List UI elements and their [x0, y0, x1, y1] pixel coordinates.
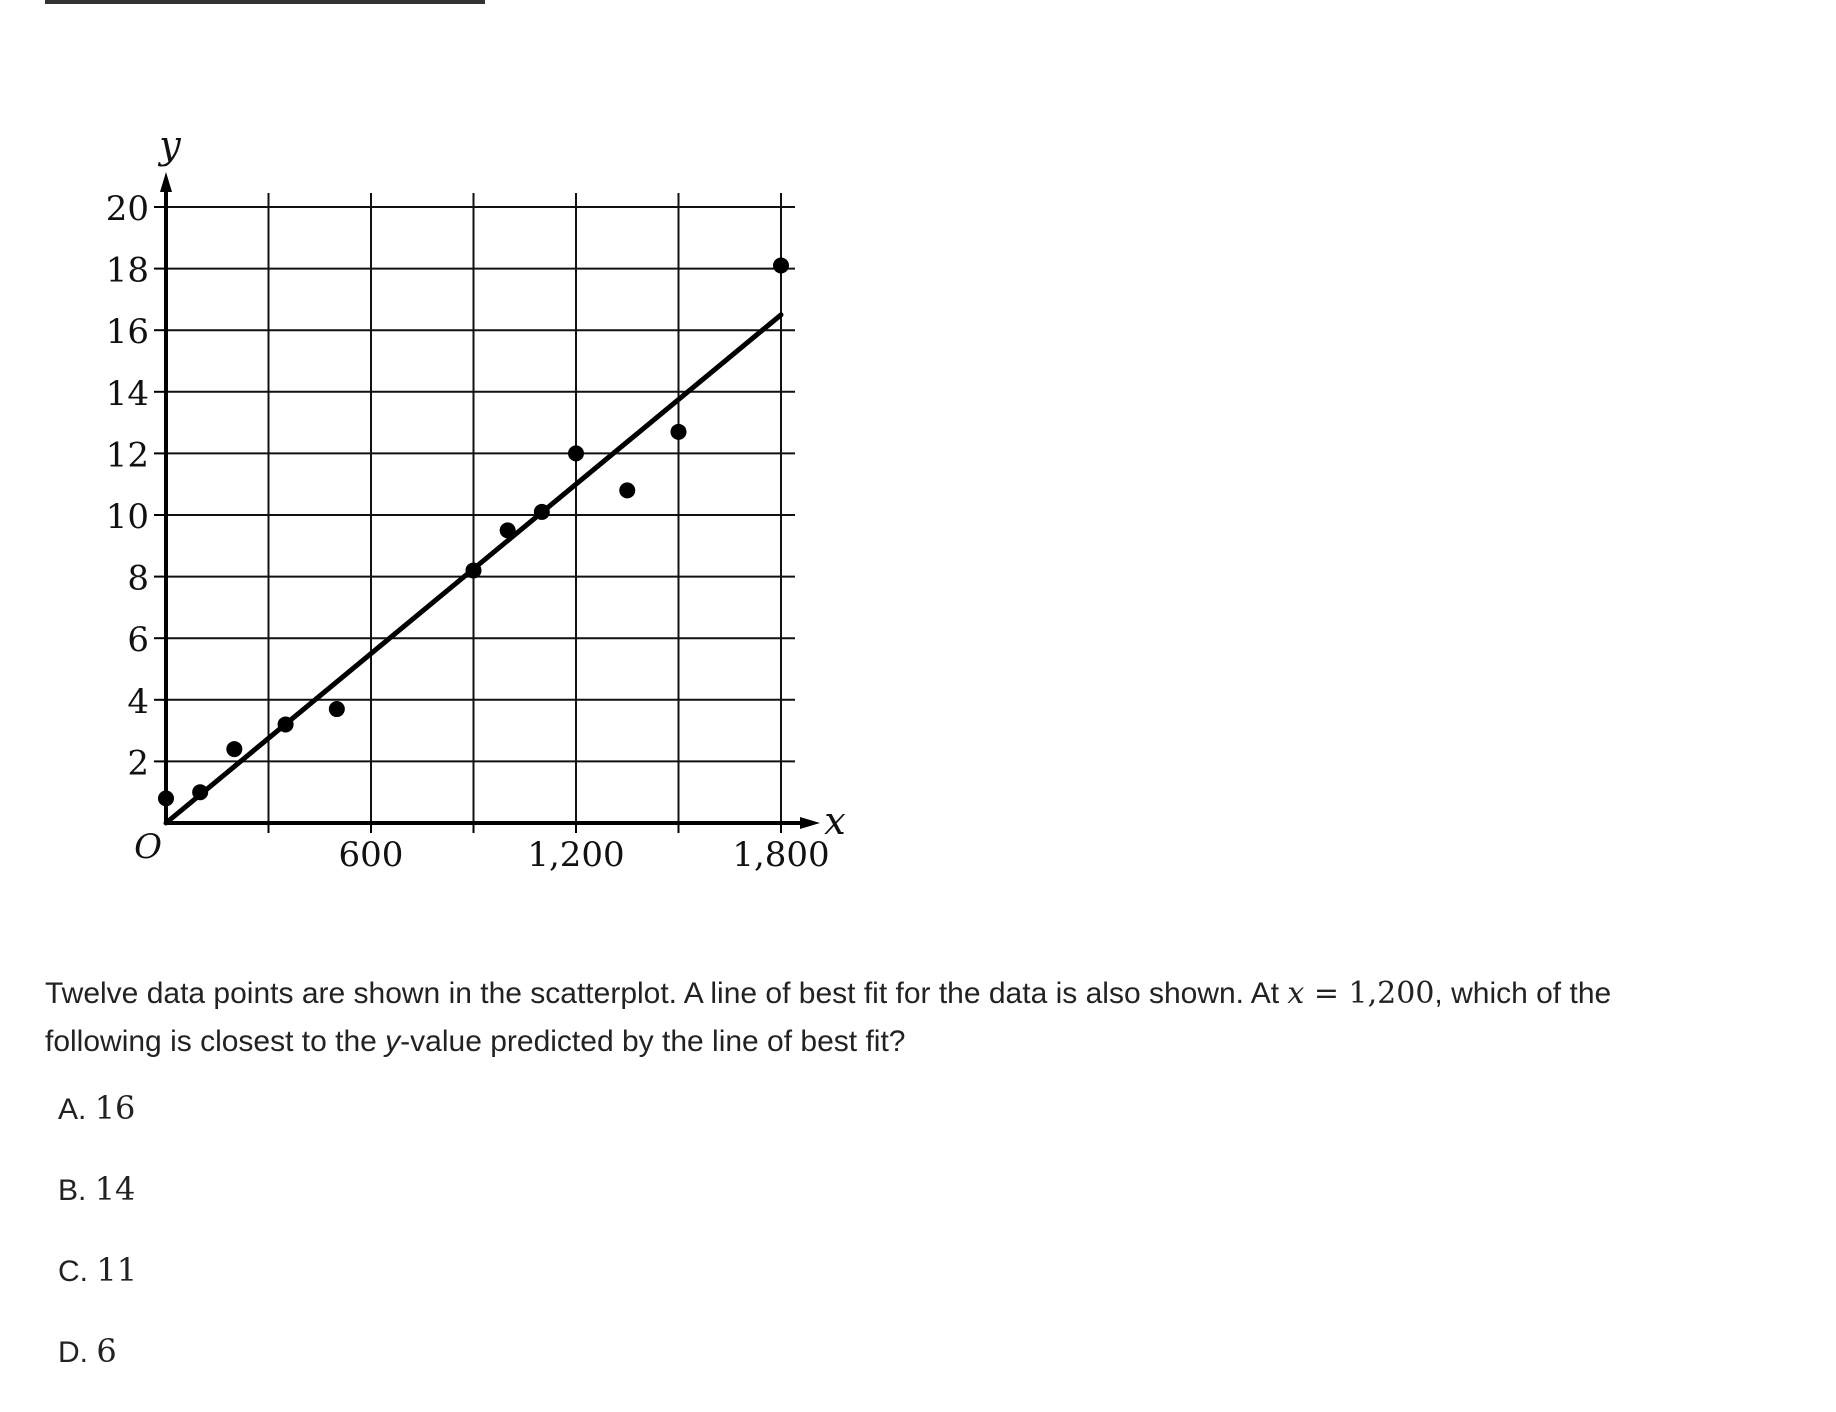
y-tick-label: 8 — [127, 559, 149, 599]
data-point — [328, 701, 345, 718]
choice-value: 11 — [96, 1251, 138, 1289]
data-point — [192, 784, 209, 801]
x-tick-label: 1,800 — [732, 835, 829, 875]
y-tick-label: 10 — [106, 497, 149, 537]
axis-labels: 2 4 6 8 10 12 14 16 18 20 600 1,200 1,800 Oy x — [106, 123, 846, 875]
data-point — [670, 423, 687, 440]
choice-letter: C. — [58, 1255, 97, 1288]
origin-label: O — [134, 827, 162, 867]
y-axis-arrow — [160, 172, 172, 192]
axis-ticks — [154, 206, 782, 833]
scatterplot-chart: 2 4 6 8 10 12 14 16 18 20 600 1,200 1,800 Oy x — [106, 123, 846, 875]
data-point — [465, 562, 482, 579]
data-point — [533, 503, 550, 520]
choice-value: 14 — [94, 1170, 136, 1208]
choice-value: 16 — [94, 1089, 136, 1127]
choice-c[interactable]: C. 11 — [58, 1250, 137, 1331]
y-tick-label: 20 — [106, 189, 149, 229]
data-point — [568, 445, 584, 462]
question-equals: = — [1304, 976, 1349, 1011]
question-part1: Twelve data points are shown in the scat… — [45, 977, 1288, 1010]
x-axis-label: x — [824, 799, 845, 843]
question-var-x: x — [1287, 976, 1305, 1011]
choice-letter: B. — [58, 1174, 95, 1207]
choice-b[interactable]: B. 14 — [58, 1169, 137, 1250]
y-tick-label: 18 — [106, 251, 149, 291]
y-tick-label: 14 — [106, 374, 149, 414]
question-var-y: y — [385, 1025, 401, 1058]
data-point — [773, 257, 789, 274]
question-x-value: 1,200 — [1348, 976, 1435, 1011]
data-point — [619, 482, 636, 499]
y-tick-label: 16 — [106, 312, 149, 352]
x-tick-label: 1,200 — [527, 835, 624, 875]
choice-letter: A. — [58, 1093, 95, 1126]
choice-d[interactable]: D. 6 — [58, 1331, 137, 1412]
answer-choices: A. 16 B. 14 C. 11 D. 6 — [58, 1088, 137, 1412]
question-text: Twelve data points are shown in the scat… — [45, 970, 1785, 1066]
choice-value: 6 — [96, 1332, 117, 1370]
question-part2: , which of the — [1434, 977, 1612, 1010]
y-tick-label: 6 — [127, 620, 149, 660]
question-part3: following is closest to the — [45, 1025, 386, 1058]
x-axis-arrow — [800, 817, 820, 829]
top-rule — [45, 0, 485, 4]
choice-a[interactable]: A. 16 — [58, 1088, 137, 1169]
choice-letter: D. — [58, 1336, 97, 1369]
y-tick-label: 12 — [106, 435, 149, 475]
y-axis-label: y — [157, 123, 181, 167]
data-point — [277, 716, 294, 733]
data-point — [499, 522, 516, 539]
y-tick-label: 4 — [127, 682, 149, 722]
axes — [160, 172, 820, 829]
data-point — [226, 741, 243, 758]
grid — [166, 193, 795, 823]
data-points — [158, 257, 789, 807]
question-part4: -value predicted by the line of best fit… — [400, 1025, 906, 1058]
x-tick-label: 600 — [339, 835, 404, 875]
y-tick-label: 2 — [127, 743, 149, 783]
data-point — [158, 790, 174, 807]
